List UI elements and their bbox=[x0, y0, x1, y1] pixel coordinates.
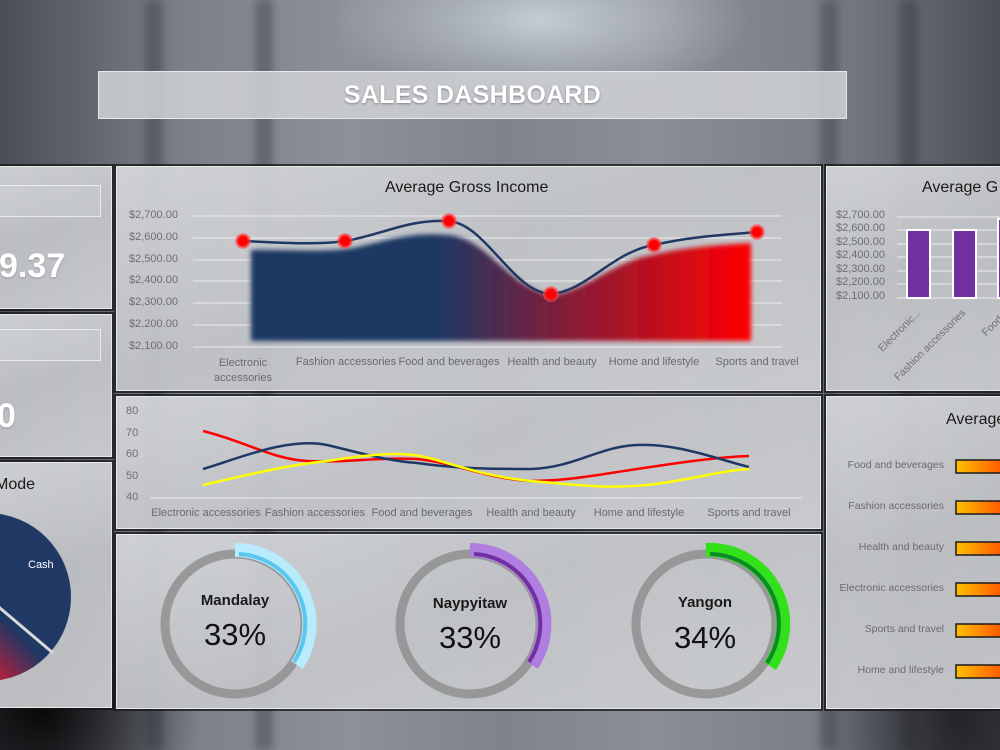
average-hbar-panel: Average Food and beverages Fashion acces… bbox=[826, 396, 1000, 709]
x-label-line: Electronic bbox=[218, 357, 268, 369]
x-label: Electronic accessories bbox=[151, 507, 261, 519]
y-tick: $2,100.00 bbox=[836, 290, 885, 302]
y-tick: $2,400.00 bbox=[836, 249, 885, 261]
y-tick: $2,200.00 bbox=[836, 276, 885, 288]
hbar-label: Fashion accessories bbox=[848, 500, 944, 512]
dashboard-title-bar: SALES DASHBOARD bbox=[98, 71, 847, 119]
x-label: Home and lifestyle bbox=[593, 507, 685, 519]
hbar-label-wrap: Electronic accessories bbox=[827, 582, 944, 596]
bar[interactable] bbox=[952, 229, 977, 299]
x-label: Health and beauty bbox=[507, 356, 597, 368]
hbar[interactable] bbox=[955, 541, 1000, 556]
data-point[interactable] bbox=[337, 233, 353, 249]
gauge-yangon[interactable] bbox=[631, 542, 791, 699]
payment-mode-panel: Mode Cash bbox=[0, 462, 112, 708]
y-tick: 40 bbox=[126, 491, 139, 503]
y-tick: $2,700.00 bbox=[129, 209, 178, 221]
kpi-label-box-2 bbox=[0, 329, 101, 361]
kpi-card-2: 0 bbox=[0, 314, 112, 457]
x-label: Electronic accessories bbox=[203, 356, 283, 386]
city-share-panel: Mandalay 33% Naypyitaw 33% Yangon 34% bbox=[116, 534, 821, 709]
chart-title-bar-right: Average G bbox=[922, 179, 999, 196]
area-fill bbox=[251, 234, 751, 341]
kpi-label-box-1 bbox=[0, 185, 101, 217]
y-tick: $2,700.00 bbox=[836, 209, 885, 221]
gauge-mandalay[interactable] bbox=[160, 542, 317, 699]
x-label: Food and beverages bbox=[371, 507, 473, 519]
city-pct-yangon: 34% bbox=[673, 620, 737, 655]
hbar-label: Health and beauty bbox=[858, 541, 944, 553]
area-chart-plot bbox=[193, 213, 782, 348]
y-tick: $2,100.00 bbox=[129, 340, 178, 352]
city-name-yangon: Yangon bbox=[677, 594, 733, 611]
gauge-naypyitaw[interactable] bbox=[395, 542, 552, 699]
bar[interactable] bbox=[997, 218, 1000, 299]
city-pct-naypyitaw: 33% bbox=[438, 620, 502, 655]
kpi-card-1: 9.37 bbox=[0, 166, 112, 309]
hbar-label: Sports and travel bbox=[864, 623, 944, 635]
y-tick: $2,600.00 bbox=[836, 222, 885, 234]
y-tick: $2,400.00 bbox=[129, 274, 178, 286]
avg-gross-bar-panel: Average G $2,700.00 $2,600.00 $2,500.00 … bbox=[826, 166, 1000, 391]
hbar-label-wrap: Food and beverages bbox=[827, 459, 944, 473]
payment-pie-chart bbox=[0, 513, 71, 681]
chart-title-hbar: Average bbox=[946, 411, 1000, 428]
hbar-chart-plot bbox=[955, 459, 1000, 679]
data-point[interactable] bbox=[441, 213, 457, 229]
y-tick: $2,500.00 bbox=[129, 253, 178, 265]
line-chart-plot bbox=[150, 429, 802, 499]
hbar-label-wrap: Home and lifestyle bbox=[827, 664, 944, 678]
y-tick: 80 bbox=[126, 405, 139, 417]
bar-chart-plot bbox=[897, 216, 1000, 299]
y-tick: $2,500.00 bbox=[836, 236, 885, 248]
product-line-chart-panel: 80 70 60 50 40 Electronic accessories Fa… bbox=[116, 396, 821, 529]
data-point[interactable] bbox=[235, 233, 251, 249]
x-label-line: accessories bbox=[213, 372, 273, 384]
hbar[interactable] bbox=[955, 582, 1000, 597]
chart-title-avg-gross-income: Average Gross Income bbox=[385, 179, 549, 196]
series-yellow[interactable] bbox=[202, 452, 750, 488]
x-label: Home and lifestyle bbox=[608, 356, 700, 368]
series-red[interactable] bbox=[202, 429, 750, 483]
hbar-label-wrap: Sports and travel bbox=[827, 623, 944, 637]
hbar[interactable] bbox=[955, 459, 1000, 474]
x-label: Sports and travel bbox=[715, 356, 799, 368]
hbar[interactable] bbox=[955, 623, 1000, 638]
pie-slice-divider bbox=[0, 606, 54, 655]
kpi-value-1: 9.37 bbox=[0, 247, 66, 285]
x-label: Health and beauty bbox=[486, 507, 576, 519]
dashboard-title: SALES DASHBOARD bbox=[343, 80, 602, 109]
avg-gross-income-panel: Average Gross Income $2,700.00 $2,600.00… bbox=[116, 166, 821, 391]
city-pct-mandalay: 33% bbox=[203, 617, 267, 652]
hbar-label: Food and beverages bbox=[847, 459, 944, 471]
y-tick: $2,200.00 bbox=[129, 318, 178, 330]
x-label: Sports and travel bbox=[707, 507, 791, 519]
pie-label-cash: Cash bbox=[28, 559, 54, 571]
city-gauges bbox=[160, 542, 791, 699]
y-tick: $2,300.00 bbox=[129, 296, 178, 308]
hbar-label-wrap: Fashion accessories bbox=[827, 500, 944, 514]
payment-mode-title: Mode bbox=[0, 476, 36, 493]
kpi-value-2: 0 bbox=[0, 397, 16, 436]
pie-slice-cash[interactable] bbox=[0, 513, 71, 681]
hbar[interactable] bbox=[955, 664, 1000, 679]
x-label: Fashion accessories bbox=[264, 507, 366, 519]
y-tick: 70 bbox=[126, 427, 139, 439]
x-label: Food and beverages bbox=[398, 356, 500, 368]
hbar-label: Home and lifestyle bbox=[857, 664, 944, 676]
hbar-label-wrap: Health and beauty bbox=[827, 541, 944, 555]
y-tick: 60 bbox=[126, 448, 139, 460]
city-name-naypyitaw: Naypyitaw bbox=[432, 595, 508, 612]
y-tick: 50 bbox=[126, 470, 139, 482]
y-tick: $2,300.00 bbox=[836, 263, 885, 275]
hbar[interactable] bbox=[955, 500, 1000, 515]
x-label: Fashion accessories bbox=[295, 356, 397, 368]
hbar-label: Electronic accessories bbox=[839, 582, 944, 594]
data-point[interactable] bbox=[543, 286, 559, 302]
bar[interactable] bbox=[906, 229, 931, 299]
data-point[interactable] bbox=[646, 237, 662, 253]
city-name-mandalay: Mandalay bbox=[200, 592, 270, 609]
data-point[interactable] bbox=[749, 224, 765, 240]
y-tick: $2,600.00 bbox=[129, 231, 178, 243]
